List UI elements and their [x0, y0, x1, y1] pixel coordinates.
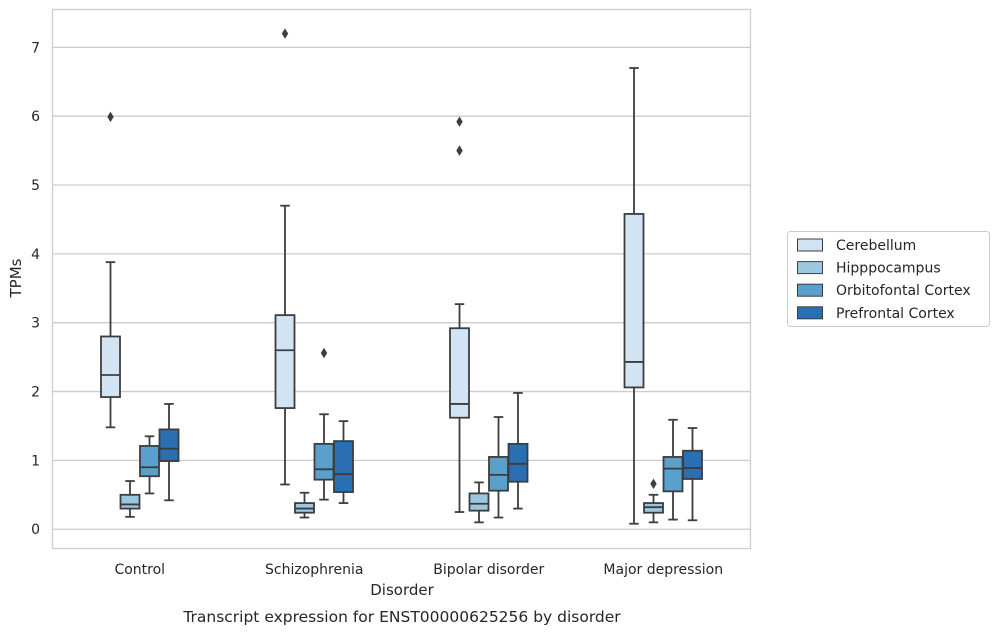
- x-tick-labels: Control Schizophrenia Bipolar disorder Majo…: [114, 562, 723, 578]
- y-tick-4: 4: [31, 247, 40, 263]
- legend: Cerebellum Hipppocampus Orbitofontal Corte…: [787, 231, 990, 327]
- box-plots: [100, 28, 703, 525]
- plot-area-frame: [51, 8, 752, 550]
- box-cerebellum-3: [623, 67, 645, 525]
- x-tick-control: Control: [114, 562, 165, 578]
- box-iqr: [662, 456, 684, 493]
- box-iqr: [139, 445, 160, 478]
- outlier-point-0: [107, 111, 114, 123]
- box-cerebellum-1: [274, 28, 296, 486]
- box-iqr: [449, 327, 470, 419]
- box-iqr: [468, 492, 490, 512]
- x-tick-bipolar-disorder: Bipolar disorder: [433, 562, 544, 578]
- box-orbitofontal-cortex-1: [313, 347, 335, 501]
- box-prefrontal-cortex-2: [507, 392, 529, 510]
- x-tick-major-depression: Major depression: [603, 562, 723, 578]
- outlier-point-0: [320, 347, 328, 359]
- legend-label-3: Prefrontal Cortex: [836, 306, 955, 322]
- y-tick-labels: 0 1 2 3 4 5 6 7: [31, 40, 40, 538]
- y-tick-6: 6: [31, 109, 40, 125]
- legend-swatch-3: [797, 306, 823, 320]
- box-iqr: [623, 213, 645, 389]
- x-tick-schizophrenia: Schizophrenia: [265, 562, 363, 578]
- box-iqr: [119, 493, 141, 510]
- y-tick-2: 2: [31, 385, 40, 401]
- legend-swatch-1: [797, 261, 823, 275]
- box-iqr: [507, 442, 529, 483]
- y-tick-3: 3: [31, 316, 40, 332]
- box-hipppocampus-0: [119, 480, 141, 518]
- box-cerebellum-0: [100, 111, 121, 429]
- box-orbitofontal-cortex-3: [662, 418, 684, 521]
- box-prefrontal-cortex-1: [333, 420, 354, 504]
- y-tick-7: 7: [31, 40, 40, 56]
- y-tick-5: 5: [31, 178, 40, 194]
- outlier-point-0: [281, 28, 289, 39]
- outlier-point-0: [456, 145, 463, 156]
- y-tick-1: 1: [31, 453, 40, 469]
- box-iqr: [158, 428, 180, 462]
- legend-swatch-2: [797, 283, 823, 297]
- box-iqr: [313, 442, 335, 481]
- y-axis-label: TPMs: [7, 258, 25, 298]
- box-prefrontal-cortex-0: [158, 403, 180, 502]
- y-tick-0: 0: [31, 522, 40, 538]
- box-iqr: [333, 440, 354, 493]
- outlier-point-0: [650, 478, 657, 489]
- outlier-point-1: [456, 116, 463, 127]
- box-iqr: [682, 449, 703, 480]
- box-iqr: [274, 314, 296, 409]
- box-hipppocampus-3: [643, 478, 664, 524]
- box-iqr: [488, 456, 509, 492]
- box-prefrontal-cortex-3: [682, 427, 703, 522]
- box-hipppocampus-2: [468, 481, 490, 524]
- box-cerebellum-2: [449, 116, 470, 513]
- box-hipppocampus-1: [294, 491, 315, 519]
- box-orbitofontal-cortex-2: [488, 416, 509, 519]
- legend-label-2: Orbitofontal Cortex: [836, 283, 971, 299]
- legend-label-0: Cerebellum: [836, 238, 916, 254]
- x-axis-label: Disorder: [370, 581, 434, 599]
- legend-frame: [787, 231, 990, 327]
- legend-label-1: Hipppocampus: [836, 261, 941, 277]
- box-orbitofontal-cortex-0: [139, 435, 160, 495]
- legend-swatch-0: [797, 238, 823, 252]
- box-iqr: [100, 335, 121, 398]
- chart-caption: Transcript expression for ENST0000062525…: [182, 608, 621, 626]
